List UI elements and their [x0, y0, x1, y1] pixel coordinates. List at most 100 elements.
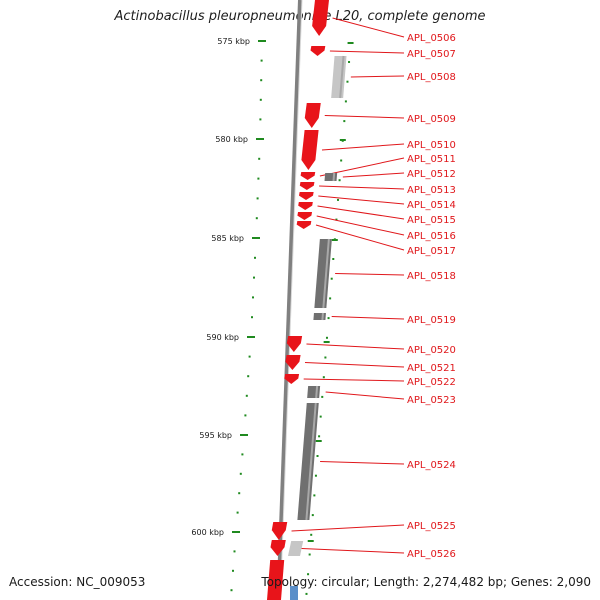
ruler-minor-tick [238, 492, 241, 495]
gene-arrow-forward [299, 192, 314, 200]
ruler-tick-label: 600 kbp [191, 528, 224, 537]
gene-arrow-forward [298, 202, 313, 210]
gene-block-shade [315, 385, 319, 399]
ruler-tick-label: 590 kbp [206, 333, 239, 342]
gene-block-reverse [307, 386, 321, 398]
gene-leader-line [318, 195, 405, 205]
track-minor-tick [324, 356, 327, 359]
gene-label: APL_0525 [407, 521, 456, 532]
gene-arrow-forward [267, 560, 285, 600]
gene-leader-line [329, 50, 405, 54]
track-minor-tick [348, 61, 351, 63]
gene-leader-line [306, 343, 405, 350]
track-minor-tick [305, 592, 308, 595]
gene-block-reverse [331, 56, 347, 98]
ruler-minor-tick [247, 375, 250, 378]
track-minor-tick [329, 297, 332, 300]
gene-arrow-forward [300, 172, 316, 180]
gene-leader-line [317, 205, 405, 220]
gene-label: APL_0524 [407, 460, 456, 471]
track-minor-tick [314, 474, 317, 477]
ruler-minor-tick [244, 414, 247, 417]
gene-arrow-forward [286, 336, 303, 352]
track-minor-tick [333, 238, 336, 241]
ruler-minor-tick [260, 59, 263, 62]
gene-arrow-forward [271, 522, 288, 540]
track-minor-tick [343, 120, 346, 123]
gene-label: APL_0513 [407, 185, 456, 196]
gene-label: APL_0515 [407, 215, 456, 226]
track-minor-tick [335, 218, 338, 221]
gene-label: APL_0509 [407, 114, 456, 125]
ruler-minor-tick [245, 394, 248, 397]
gene-label: APL_0526 [407, 549, 456, 560]
accession-text: Accession: NC_009053 [9, 575, 146, 589]
ruler-minor-tick [233, 550, 236, 553]
gene-block-reverse [288, 541, 304, 556]
track-minor-tick [340, 159, 343, 162]
gene-leader-line [325, 391, 405, 400]
ruler-minor-tick [236, 511, 239, 514]
gene-label: APL_0518 [407, 271, 456, 282]
track-minor-tick [332, 258, 335, 260]
gene-leader-line [321, 143, 405, 151]
gene-arrow-forward [312, 0, 329, 36]
gene-block-shade [332, 172, 336, 182]
ruler-minor-tick [230, 589, 233, 592]
gene-leader-line [319, 185, 405, 190]
track-minor-tick [321, 395, 324, 398]
gene-leader-line [350, 75, 405, 78]
gene-leader-line [315, 224, 405, 251]
ruler-minor-tick [255, 217, 258, 220]
gene-arrow-forward [285, 355, 301, 370]
track-minor-tick [318, 435, 321, 438]
track-minor-tick [341, 139, 344, 142]
gene-leader-line [324, 115, 405, 119]
track-minor-tick [311, 514, 314, 517]
ruler-minor-tick [248, 355, 251, 358]
ruler-minor-tick [259, 98, 262, 101]
gene-leader-line [331, 316, 405, 320]
gene-label: APL_0506 [407, 33, 456, 44]
gene-leader-line [304, 362, 405, 368]
track-minor-tick [319, 415, 322, 418]
gene-leader-line [303, 378, 405, 382]
gene-label: APL_0520 [407, 345, 456, 356]
ruler-minor-tick [256, 197, 259, 200]
gene-arrow-forward [310, 46, 326, 56]
gene-leader-line [332, 17, 405, 38]
gene-leader-line [290, 547, 405, 554]
gene-label: APL_0519 [407, 315, 456, 326]
backbone-line [276, 0, 302, 600]
gene-arrow-forward [270, 540, 286, 556]
gene-label: APL_0512 [407, 169, 456, 180]
gene-block-reverse [313, 313, 326, 320]
rna-feature [290, 586, 298, 600]
ruler-minor-tick [232, 569, 234, 572]
gene-arrow-forward [299, 182, 315, 190]
ruler-minor-tick [241, 453, 244, 456]
gene-block-shade [339, 55, 345, 99]
gene-label: APL_0517 [407, 246, 456, 257]
gene-leader-line [316, 215, 405, 236]
ruler-minor-tick [254, 256, 256, 259]
track-minor-tick [346, 80, 349, 83]
gene-label: APL_0522 [407, 377, 456, 388]
track-minor-tick [337, 198, 340, 201]
ruler-tick-label: 595 kbp [199, 431, 232, 440]
ruler-minor-tick [260, 79, 263, 82]
gene-arrow-forward [304, 103, 321, 128]
ruler-tick-label: 580 kbp [215, 135, 248, 144]
ruler-minor-tick [259, 118, 262, 121]
ruler-minor-tick [239, 472, 242, 475]
track-minor-tick [327, 317, 330, 320]
gene-arrow-forward [284, 374, 300, 384]
gene-leader-line [291, 524, 405, 532]
gene-block-shade [322, 238, 330, 309]
gene-label: APL_0508 [407, 72, 456, 83]
track-minor-tick [313, 494, 316, 497]
ruler-tick-label: 575 kbp [217, 37, 250, 46]
gene-block-shade [305, 402, 317, 521]
